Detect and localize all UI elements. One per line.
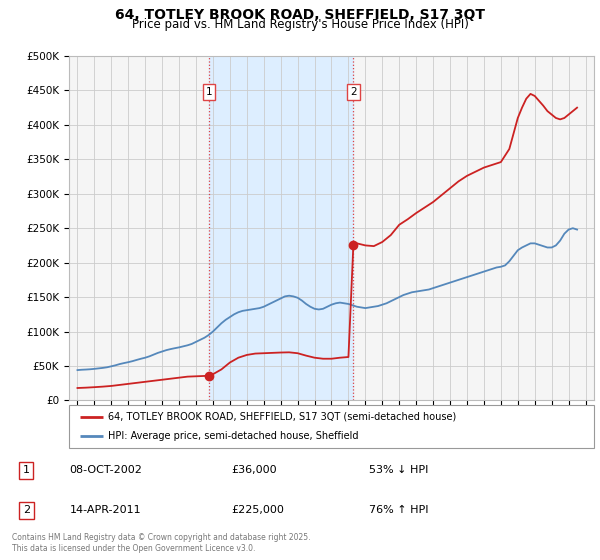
- Text: £36,000: £36,000: [231, 465, 277, 475]
- Text: HPI: Average price, semi-detached house, Sheffield: HPI: Average price, semi-detached house,…: [109, 431, 359, 441]
- Text: 2: 2: [23, 505, 30, 515]
- Text: Price paid vs. HM Land Registry's House Price Index (HPI): Price paid vs. HM Land Registry's House …: [131, 18, 469, 31]
- Text: 64, TOTLEY BROOK ROAD, SHEFFIELD, S17 3QT (semi-detached house): 64, TOTLEY BROOK ROAD, SHEFFIELD, S17 3Q…: [109, 412, 457, 422]
- Text: 76% ↑ HPI: 76% ↑ HPI: [369, 505, 428, 515]
- Text: 53% ↓ HPI: 53% ↓ HPI: [369, 465, 428, 475]
- Text: Contains HM Land Registry data © Crown copyright and database right 2025.
This d: Contains HM Land Registry data © Crown c…: [12, 533, 311, 553]
- Text: 64, TOTLEY BROOK ROAD, SHEFFIELD, S17 3QT: 64, TOTLEY BROOK ROAD, SHEFFIELD, S17 3Q…: [115, 8, 485, 22]
- Text: 2: 2: [350, 87, 356, 97]
- Text: 08-OCT-2002: 08-OCT-2002: [70, 465, 142, 475]
- Text: 14-APR-2011: 14-APR-2011: [70, 505, 141, 515]
- Bar: [209, 56, 353, 400]
- FancyBboxPatch shape: [69, 405, 594, 448]
- Text: £225,000: £225,000: [231, 505, 284, 515]
- Text: 1: 1: [23, 465, 30, 475]
- Text: 1: 1: [206, 87, 212, 97]
